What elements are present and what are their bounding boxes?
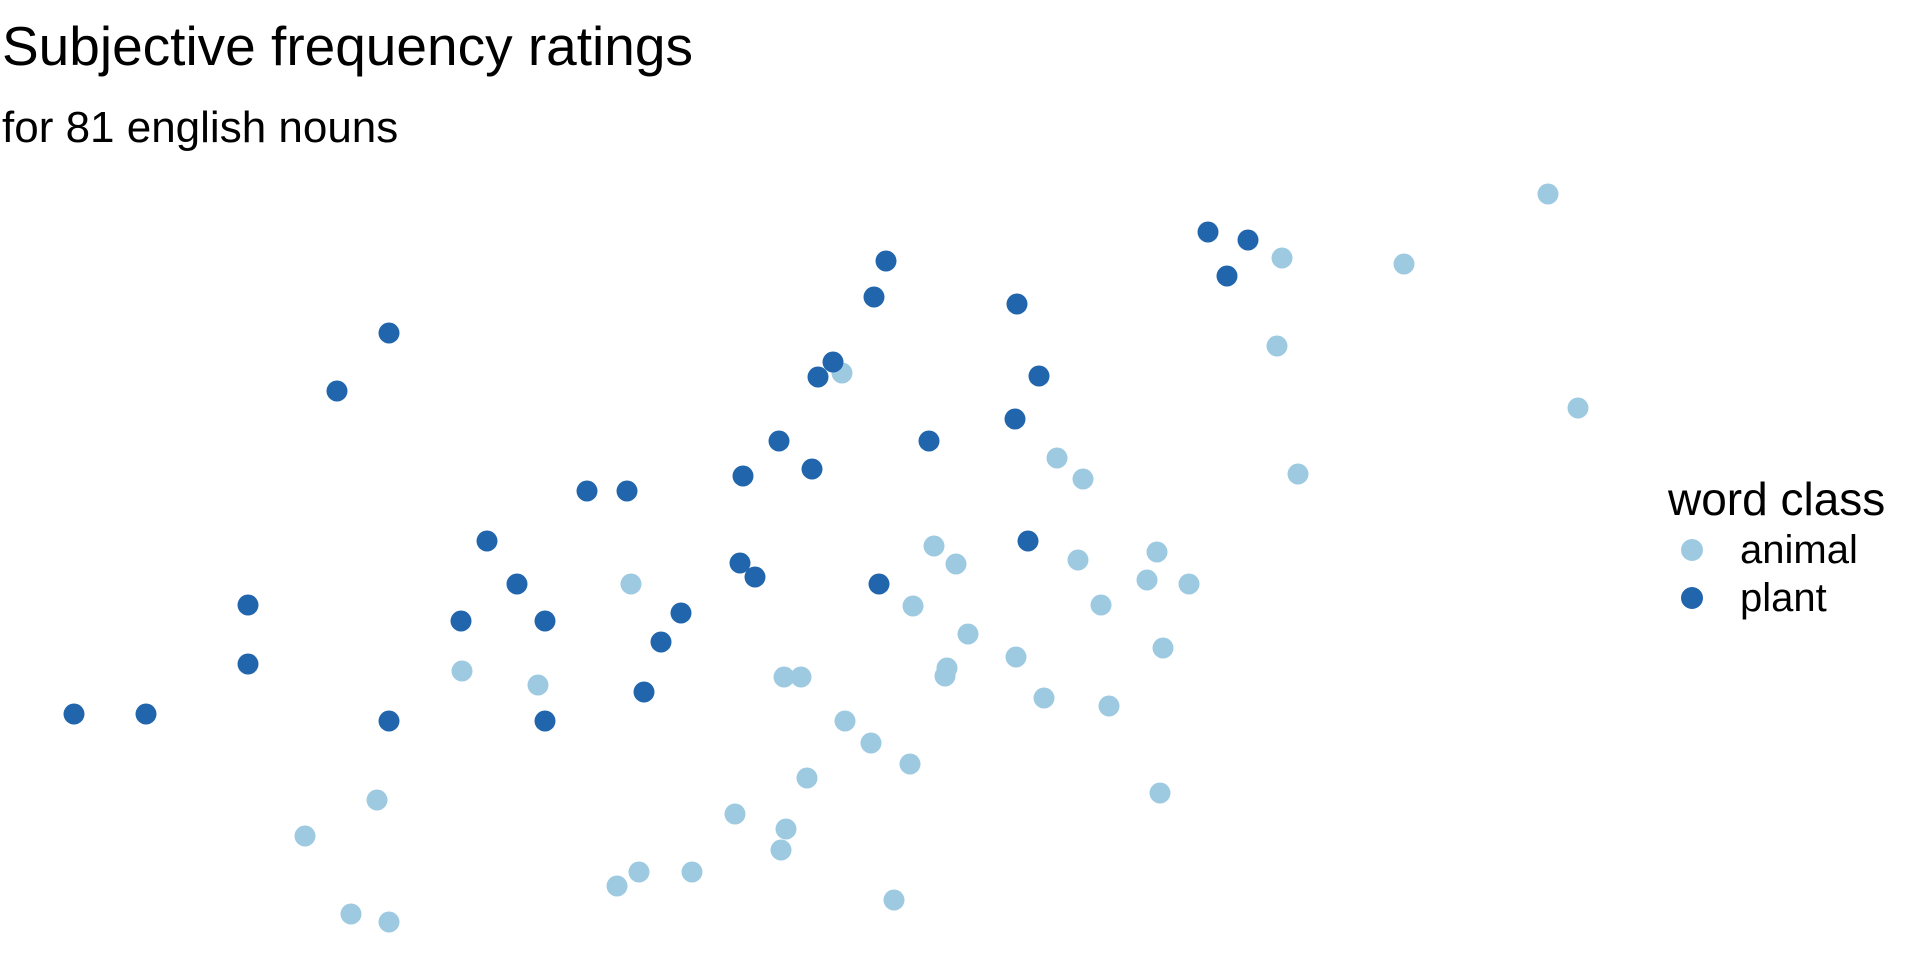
data-point-animal — [681, 861, 703, 883]
legend: word class animal plant — [1668, 474, 1885, 621]
data-point-plant — [534, 710, 556, 732]
data-points — [63, 183, 1589, 933]
data-point-animal — [724, 803, 746, 825]
data-point-plant — [729, 552, 751, 574]
data-point-plant — [616, 480, 638, 502]
chart-subtitle: for 81 english nouns — [2, 103, 399, 152]
data-point-plant — [801, 458, 823, 480]
data-point-animal — [1090, 594, 1112, 616]
data-point-plant — [807, 366, 829, 388]
data-point-animal — [1266, 335, 1288, 357]
data-point-animal — [1046, 447, 1068, 469]
data-point-plant — [732, 465, 754, 487]
legend-title: word class — [1668, 473, 1886, 525]
data-point-animal — [790, 666, 812, 688]
data-point-animal — [606, 875, 628, 897]
data-point-animal — [1149, 782, 1171, 804]
data-point-plant — [863, 286, 885, 308]
data-point-animal — [957, 623, 979, 645]
data-point-animal — [1271, 247, 1293, 269]
data-point-plant — [1197, 221, 1219, 243]
data-point-animal — [628, 861, 650, 883]
data-point-plant — [670, 602, 692, 624]
data-point-plant — [1028, 365, 1050, 387]
data-point-animal — [1067, 549, 1089, 571]
data-point-animal — [1136, 569, 1158, 591]
data-point-plant — [534, 610, 556, 632]
data-point-animal — [527, 674, 549, 696]
data-point-plant — [135, 703, 157, 725]
data-point-animal — [945, 553, 967, 575]
data-point-animal — [923, 535, 945, 557]
data-point-plant — [822, 351, 844, 373]
data-point-plant — [1004, 408, 1026, 430]
legend-label-plant: plant — [1740, 575, 1827, 620]
data-point-plant — [506, 573, 528, 595]
data-point-plant — [868, 573, 890, 595]
data-point-plant — [326, 380, 348, 402]
legend-item-plant: plant — [1668, 575, 1885, 621]
data-point-plant — [237, 594, 259, 616]
data-point-plant — [63, 703, 85, 725]
data-point-plant — [918, 430, 940, 452]
data-point-animal — [1098, 695, 1120, 717]
data-point-animal — [860, 732, 882, 754]
data-point-plant — [237, 653, 259, 675]
data-point-plant — [744, 566, 766, 588]
data-point-animal — [1567, 397, 1589, 419]
legend-label-animal: animal — [1740, 527, 1858, 572]
data-point-plant — [1216, 265, 1238, 287]
data-point-animal — [620, 573, 642, 595]
legend-key-animal — [1681, 538, 1703, 561]
data-point-animal — [796, 767, 818, 789]
data-point-plant — [633, 681, 655, 703]
data-point-plant — [1237, 229, 1259, 251]
data-point-animal — [340, 903, 362, 925]
data-point-animal — [899, 753, 921, 775]
data-point-animal — [1178, 573, 1200, 595]
data-point-animal — [1005, 646, 1027, 668]
data-point-plant — [476, 530, 498, 552]
data-point-plant — [768, 430, 790, 452]
data-point-animal — [936, 657, 958, 679]
legend-item-animal: animal — [1668, 527, 1885, 573]
data-point-animal — [1287, 463, 1309, 485]
data-point-animal — [1072, 468, 1094, 490]
data-point-animal — [834, 710, 856, 732]
data-point-plant — [450, 610, 472, 632]
data-point-animal — [1146, 541, 1168, 563]
data-point-animal — [1393, 253, 1415, 275]
data-point-animal — [451, 660, 473, 682]
data-point-animal — [902, 595, 924, 617]
data-point-animal — [1152, 637, 1174, 659]
data-point-animal — [770, 839, 792, 861]
data-point-animal — [775, 818, 797, 840]
data-point-animal — [773, 666, 795, 688]
data-point-animal — [294, 825, 316, 847]
data-point-plant — [1017, 530, 1039, 552]
legend-key-plant — [1681, 586, 1703, 609]
data-point-plant — [378, 710, 400, 732]
data-point-plant — [576, 480, 598, 502]
data-point-plant — [875, 250, 897, 272]
data-point-plant — [650, 631, 672, 653]
data-point-animal — [1033, 687, 1055, 709]
data-point-animal — [366, 789, 388, 811]
data-point-plant — [378, 322, 400, 344]
chart-title: Subjective frequency ratings — [2, 15, 693, 77]
data-point-plant — [1006, 293, 1028, 315]
data-point-animal — [883, 889, 905, 911]
data-point-animal — [1537, 183, 1559, 205]
data-point-animal — [378, 911, 400, 933]
